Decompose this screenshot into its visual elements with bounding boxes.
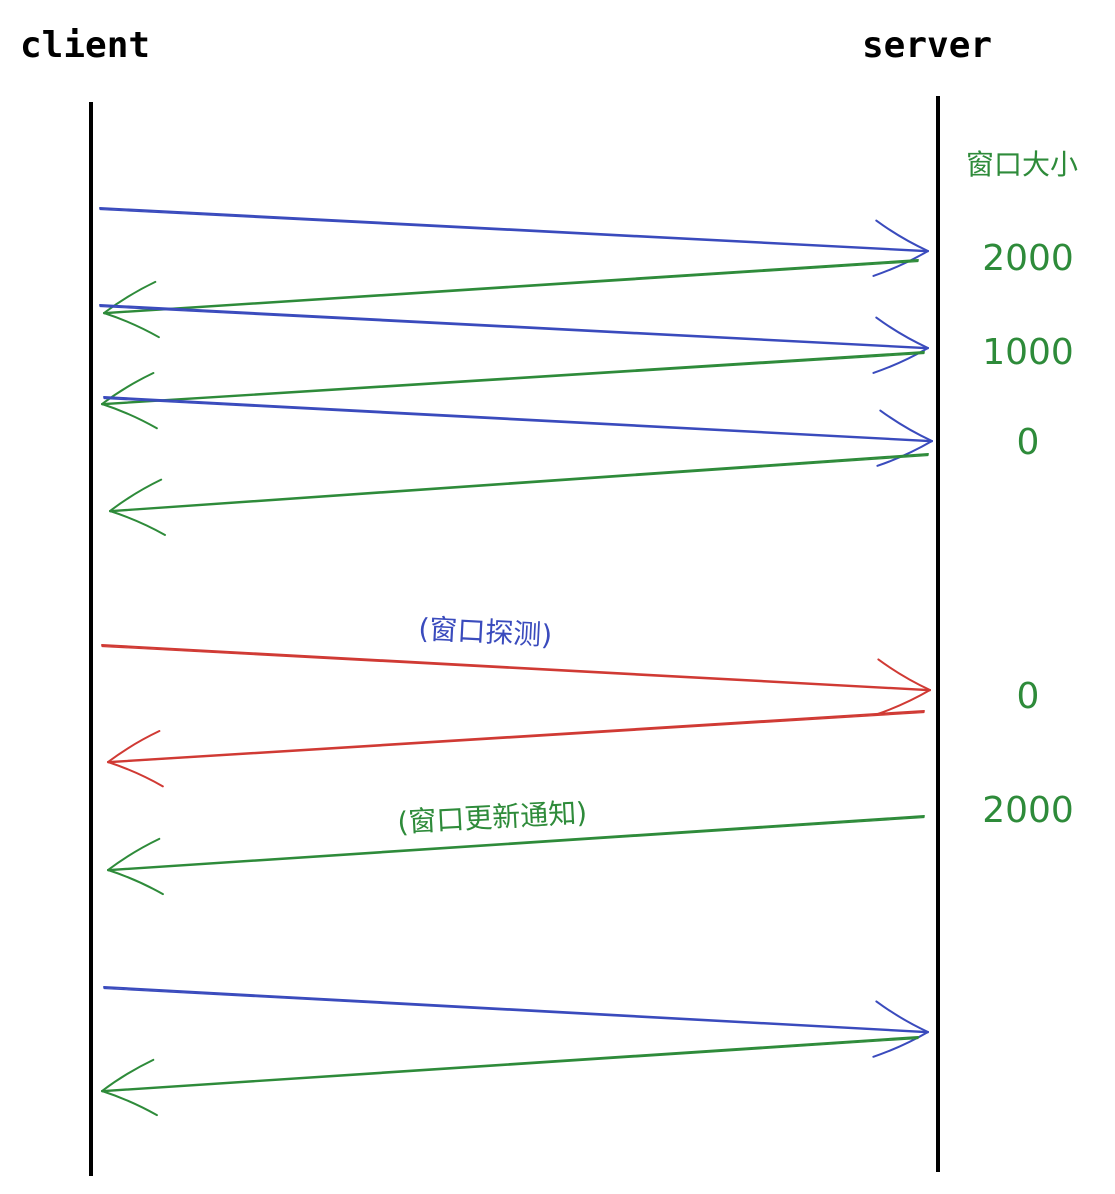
arrowhead — [107, 837, 161, 871]
ack-arrow — [101, 1036, 919, 1117]
arrowhead — [107, 761, 164, 788]
arrowhead — [872, 250, 929, 277]
arrowhead — [875, 1000, 929, 1033]
window-size-value: 0 — [1017, 676, 1040, 717]
window-size-value: 2000 — [982, 790, 1074, 831]
arrowhead — [101, 371, 155, 405]
arrowhead — [101, 1058, 155, 1092]
arrowhead — [877, 658, 931, 691]
window-size-header: 窗口大小 — [966, 148, 1078, 181]
arrowhead — [107, 730, 161, 763]
ack-arrow — [109, 453, 929, 536]
arrowhead — [107, 869, 164, 896]
arrowhead — [109, 478, 163, 512]
window-update-arrow — [107, 815, 925, 896]
window-probe-arrow — [101, 644, 931, 716]
arrowhead — [101, 403, 158, 430]
arrowhead — [109, 510, 167, 536]
arrowhead — [872, 347, 929, 374]
message-arrows — [99, 207, 933, 1117]
window-size-value: 2000 — [982, 238, 1074, 279]
data-segment-arrow — [103, 986, 929, 1058]
client-label: client — [20, 25, 150, 66]
ack-arrow — [103, 259, 919, 339]
server-label: server — [862, 25, 992, 66]
arrowhead — [875, 219, 929, 252]
probe-reply-arrow — [107, 710, 925, 788]
arrowhead — [872, 1031, 929, 1058]
arrowhead — [103, 280, 157, 314]
ack-arrow — [101, 351, 925, 430]
arrowhead — [879, 409, 933, 442]
update-note: (窗口更新通知) — [397, 796, 588, 839]
arrowhead — [103, 312, 160, 339]
arrowhead — [875, 316, 929, 349]
data-segment-arrow — [99, 207, 929, 277]
arrowhead — [101, 1090, 158, 1117]
window-size-value: 1000 — [982, 332, 1074, 373]
probe-note: (窗口探测) — [418, 612, 553, 652]
window-size-value: 0 — [1017, 422, 1040, 463]
data-segment-arrow — [99, 304, 929, 374]
data-segment-arrow — [103, 396, 933, 467]
